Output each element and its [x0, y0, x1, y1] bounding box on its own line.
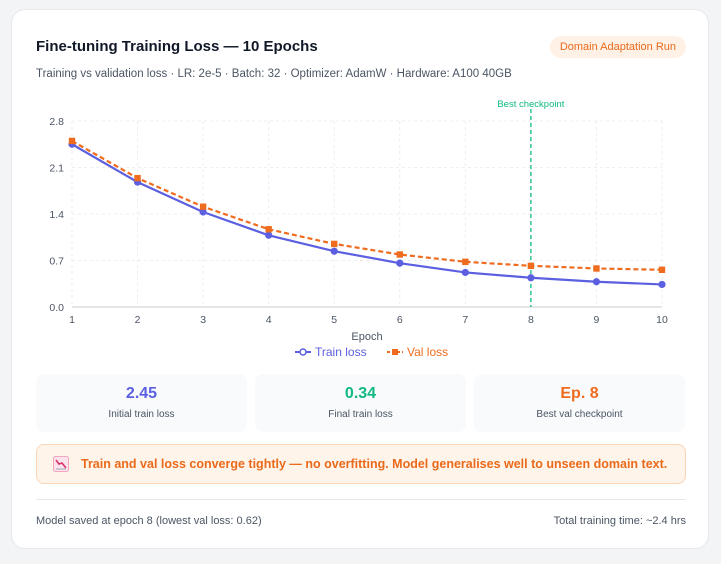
val-loss-point — [527, 262, 535, 270]
x-tick-label: 2 — [135, 314, 141, 326]
series-line-train-loss — [71, 143, 663, 286]
train-loss-point — [461, 268, 469, 277]
x-tick-label: 5 — [331, 314, 337, 326]
chart-title: Fine-tuning Training Loss — 10 Epochs — [36, 38, 318, 55]
x-tick-label: 10 — [656, 314, 668, 326]
y-tick-label: 1.4 — [49, 209, 64, 221]
insight-callout: Train and val loss converge tightly — no… — [36, 444, 686, 484]
val-loss-point — [134, 174, 141, 182]
x-tick-label: 9 — [594, 314, 600, 326]
stat-label: Final train loss — [328, 409, 393, 420]
x-tick-label: 3 — [200, 314, 206, 326]
x-tick-label: 7 — [462, 314, 468, 326]
chart-card: Fine-tuning Training Loss — 10 Epochs Do… — [11, 9, 709, 549]
stats-row: 2.45 Initial train loss 0.34 Final train… — [36, 374, 686, 432]
train-loss-point — [396, 259, 404, 267]
footer-saved-note: Model saved at epoch 8 (lowest val loss:… — [36, 515, 262, 527]
stat-best-val-checkpoint: Ep. 8 Best val checkpoint — [474, 374, 685, 432]
legend-label: Train loss — [315, 345, 367, 359]
x-tick-label: 8 — [528, 314, 534, 326]
val-loss-point — [199, 203, 207, 210]
stat-value: Ep. 8 — [560, 385, 599, 402]
x-tick-label: 4 — [266, 314, 272, 326]
callout-text: Train and val loss converge tightly — no… — [81, 457, 668, 471]
y-tick-label: 0.7 — [49, 256, 64, 268]
stat-label: Initial train loss — [108, 409, 175, 420]
legend-label: Val loss — [407, 345, 448, 359]
series-line-val-loss — [71, 139, 663, 271]
chart-subtitle: Training vs validation loss · LR: 2e-5 ·… — [36, 68, 512, 80]
val-loss-point — [68, 137, 76, 145]
val-loss-point — [593, 265, 600, 272]
train-loss-point — [658, 280, 666, 289]
legend-swatch-marker — [392, 349, 398, 355]
stat-value: 2.45 — [125, 385, 158, 402]
stat-value: 0.34 — [344, 385, 377, 402]
x-axis-label: Epoch — [351, 331, 382, 343]
train-loss-point — [330, 247, 338, 255]
legend-swatch-marker — [299, 348, 307, 356]
chart-down-icon — [53, 456, 69, 472]
train-loss-point — [265, 231, 273, 239]
x-tick-label: 6 — [397, 314, 403, 326]
val-loss-point — [462, 258, 469, 266]
y-tick-label: 2.1 — [49, 163, 64, 175]
y-tick-label: 0.0 — [49, 302, 64, 314]
val-loss-point — [331, 240, 338, 248]
best-checkpoint-label: Best checkpoint — [497, 99, 564, 110]
x-tick-label: 1 — [69, 314, 75, 326]
stat-initial-train-loss: 2.45 Initial train loss — [36, 374, 247, 432]
stat-final-train-loss: 0.34 Final train loss — [255, 374, 466, 432]
footer-training-time: Total training time: ~2.4 hrs — [553, 515, 686, 527]
train-loss-point — [199, 208, 207, 216]
train-loss-point — [592, 278, 601, 286]
train-loss-point — [527, 274, 535, 282]
loss-chart: 0.0 0.7 1.4 2.1 2.8 1 2 3 4 5 6 7 8 9 10 Epoch Best chec… — [49, 99, 668, 359]
val-loss-point — [265, 226, 272, 233]
val-loss-point — [396, 251, 403, 258]
legend-item-train-loss: Train loss — [295, 345, 367, 359]
y-tick-label: 2.8 — [49, 116, 64, 128]
divider — [36, 499, 686, 500]
val-loss-point — [658, 266, 666, 273]
stat-label: Best val checkpoint — [536, 409, 623, 420]
legend-item-val-loss: Val loss — [387, 345, 448, 359]
run-badge: Domain Adaptation Run — [549, 36, 686, 58]
